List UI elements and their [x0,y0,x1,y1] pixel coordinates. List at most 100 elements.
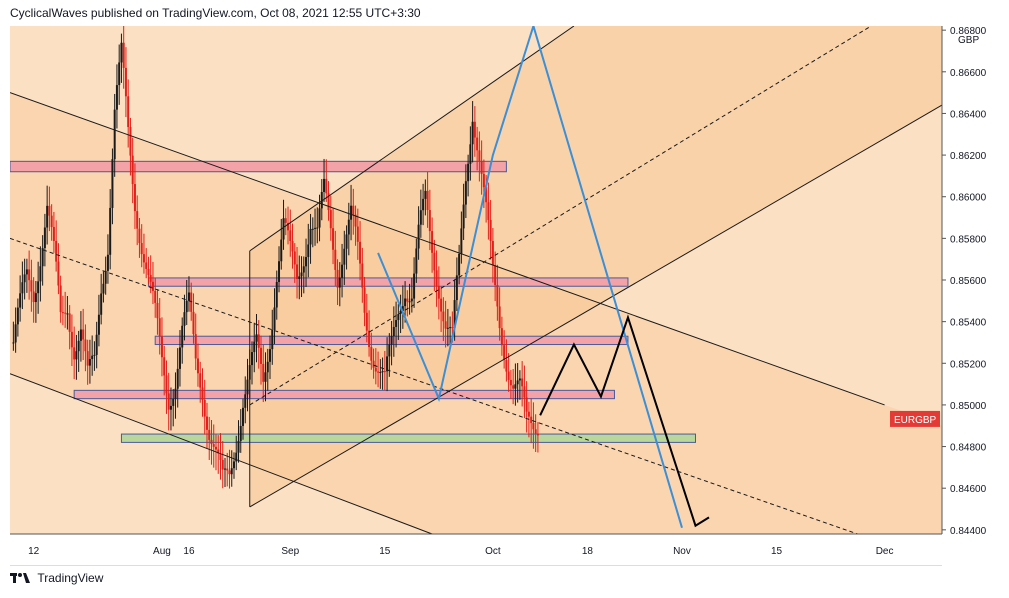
candle-body [133,184,136,212]
candle-body [518,378,521,381]
candle-body [34,293,37,303]
candle-body [142,254,145,263]
candle-body [226,468,229,471]
chart-frame[interactable]: 0.86800 0.86600 0.86400 0.86200 0.86000 0.858… [9,22,1000,566]
candle-body [82,329,85,340]
candle-body [383,371,386,373]
candle-body [323,178,326,192]
candle-body [516,380,519,385]
candle-body [138,228,141,244]
candle-body [151,281,154,291]
candle-body [336,269,339,288]
candle-body [145,262,148,269]
trendline-ascending-channel-top [249,25,575,252]
candle-body [419,210,422,225]
candle-body [154,290,157,303]
candle-body [449,327,452,329]
price-tick-label: 0.86800 [950,26,987,37]
candle-body [487,202,490,220]
candle-body [408,301,411,303]
candle-body [343,248,346,265]
candle-body [242,407,244,426]
candle-body [359,241,362,264]
candle-body [183,312,186,326]
candle-body [210,439,213,445]
candle-body [176,368,179,389]
time-tick-label: 18 [582,546,594,557]
zone-resistance-0.8507 [73,389,615,400]
candle-body [309,228,312,245]
candle-body [451,327,454,329]
candle-body [388,344,391,357]
candle-body [494,265,497,286]
candle-body [217,449,220,454]
time-tick-label: 12 [28,546,40,557]
candle-body [467,163,470,182]
candle-body [260,347,263,364]
trendline-ascending-channel-mid [249,25,872,406]
candle-body [86,351,89,366]
candle-body [251,352,254,366]
candle-body [469,144,472,164]
candle-body [332,228,335,250]
candle-body [169,405,172,410]
candle-body [521,378,524,387]
candle-body [79,329,82,341]
candle-body [298,276,301,279]
candle-body [122,42,125,68]
candle-body [431,231,434,253]
candle-body [158,318,161,337]
candle-body [437,285,440,299]
price-tick-label: 0.86200 [950,151,987,162]
candle-body [28,269,31,281]
candle-body [221,459,224,470]
candle-body [273,307,276,330]
candle-body [205,416,208,430]
candle-body [325,178,328,194]
candle-body [282,218,285,240]
candle-body [350,205,353,220]
candle-body [345,234,348,249]
candle-body [287,222,290,231]
price-chart[interactable]: 0.86800 0.86600 0.86400 0.86200 0.86000 0.858… [9,22,1000,566]
zone-support-0.8485 [120,433,696,443]
candle-body [289,230,292,242]
candle-body [428,209,431,232]
candle-body [57,261,60,286]
price-tick-label: 0.84600 [950,484,987,495]
candle-body [160,336,163,358]
candle-body [377,371,380,373]
candle-body [84,339,87,352]
time-axis: 12 Aug 16 Sep 15 Oct 18 Nov 15 Dec [10,533,942,566]
candle-body [223,468,226,470]
candle-body [442,311,445,322]
candle-body [514,384,517,389]
candle-body [149,274,152,282]
candle-body [131,155,134,185]
price-tick-label: 0.84400 [950,526,987,537]
candle-body [311,228,314,230]
candle-body [482,173,485,188]
candle-body [43,227,46,249]
time-tick-label: Sep [281,546,299,557]
candle-body [14,324,17,343]
candle-body [269,349,272,362]
candle-body [307,244,310,258]
candle-body [140,243,143,255]
candle-body [329,210,332,229]
candle-body [433,252,436,271]
candle-body [262,363,265,382]
candle-body [93,354,96,356]
candle-body [271,329,274,350]
candle-body [523,386,526,398]
candle-body [266,361,269,373]
candle-body [300,272,303,277]
candle-body [503,345,506,360]
candle-body [361,263,364,288]
candle-body [97,314,100,335]
candle-body [293,251,296,265]
candle-body [102,283,105,294]
candle-body [280,239,283,262]
candle-body [25,269,28,275]
candle-body [505,359,508,372]
